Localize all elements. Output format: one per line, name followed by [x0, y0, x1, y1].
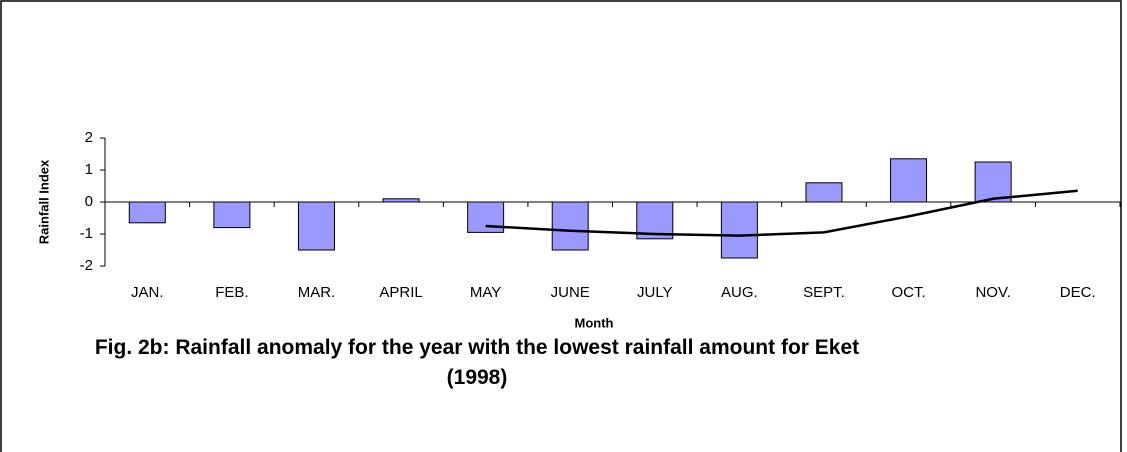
x-tick-label: DEC.: [1060, 284, 1096, 301]
bar: [297, 201, 335, 251]
trend-line: [485, 189, 1078, 237]
x-tick-label: AUG.: [721, 284, 758, 301]
bar: [974, 161, 1012, 203]
x-tick-label: JUNE: [551, 284, 590, 301]
x-tick-label: NOV.: [975, 284, 1010, 301]
x-tick-label: OCT.: [891, 284, 925, 301]
bar: [720, 201, 758, 259]
y-tick-label: 1: [85, 161, 93, 178]
y-tick-label: -2: [80, 257, 93, 274]
bar: [805, 182, 843, 203]
bar: [890, 158, 928, 203]
x-tick-label: MAR.: [298, 284, 336, 301]
y-axis-label: Rainfall Index: [36, 159, 51, 244]
x-tick-label: JAN.: [131, 284, 164, 301]
x-tick-label: APRIL: [379, 284, 422, 301]
x-tick-label: JULY: [637, 284, 673, 301]
x-axis-label: Month: [575, 315, 614, 330]
y-tick-label: 2: [85, 129, 93, 146]
x-tick-label: SEPT.: [803, 284, 845, 301]
bar: [213, 201, 251, 229]
y-tick-label: 0: [85, 193, 93, 210]
y-tick-label: -1: [80, 225, 93, 242]
bar: [551, 201, 589, 251]
chart-title: Fig. 2b: Rainfall anomaly for the year w…: [94, 336, 860, 389]
x-tick-label: FEB.: [215, 284, 248, 301]
x-tick-label: MAY: [470, 284, 501, 301]
bar: [128, 201, 166, 224]
bar: [382, 198, 420, 203]
